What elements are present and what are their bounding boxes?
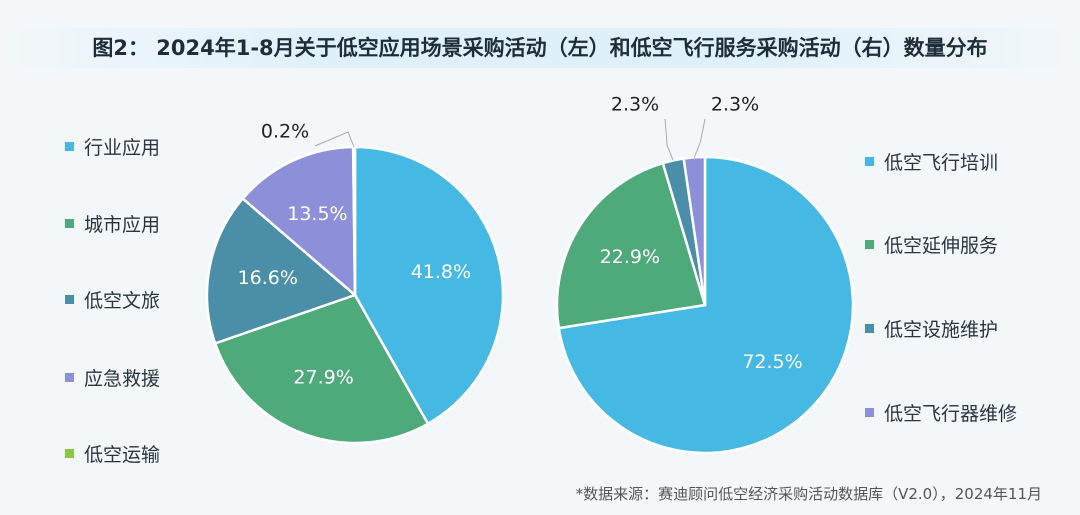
legend-swatch (65, 295, 74, 304)
data-label: 0.2% (261, 121, 309, 143)
legend-label: 应急救援 (84, 368, 161, 390)
pie-slice-城市应用 (213, 293, 430, 445)
legend-swatch (65, 449, 74, 458)
legend-label: 行业应用 (84, 137, 161, 159)
leader-line (664, 118, 674, 161)
legend-swatch (865, 240, 874, 249)
pie-slice-低空文旅 (205, 196, 358, 345)
data-label: 13.5% (287, 203, 347, 225)
leader-line (314, 131, 355, 148)
legend-swatch (865, 157, 874, 166)
data-label: 27.9% (293, 367, 353, 389)
legend-label: 低空延伸服务 (884, 235, 999, 257)
legend-item: 低空飞行培训 (865, 148, 998, 175)
legend-item: 应急救援 (65, 364, 160, 391)
legend-item: 低空设施维护 (865, 315, 998, 342)
legend-swatch (65, 373, 74, 382)
pie-slice-低空运输 (351, 145, 357, 296)
legend-label: 低空文旅 (84, 290, 161, 312)
data-source: *数据来源：赛迪顾问低空经济采购活动数据库（V2.0），2024年11月 (575, 485, 1042, 503)
legend-swatch (65, 219, 74, 228)
legend-label: 低空运输 (84, 444, 161, 466)
legend-swatch (865, 408, 874, 417)
legend-label: 城市应用 (84, 214, 161, 236)
legend-item: 低空运输 (65, 440, 160, 467)
legend-item: 城市应用 (65, 210, 160, 237)
legend-item: 低空延伸服务 (865, 231, 998, 258)
pie-slice-行业应用 (353, 145, 505, 426)
leader-line (693, 118, 706, 158)
legend-item: 低空文旅 (65, 286, 160, 313)
legend-label: 低空飞行培训 (884, 152, 999, 174)
legend-label: 低空设施维护 (884, 319, 999, 341)
legend-swatch (865, 324, 874, 333)
data-label: 22.9% (600, 246, 660, 268)
legend-item: 低空飞行器维修 (865, 399, 1017, 426)
pie-slice-低空飞行器维修 (682, 155, 707, 306)
data-label: 72.5% (742, 351, 802, 373)
legend-label: 低空飞行器维修 (884, 403, 1018, 425)
pie-slice-低空延伸服务 (555, 161, 707, 330)
legend-swatch (65, 142, 74, 151)
data-label: 16.6% (238, 267, 298, 289)
legend-item: 行业应用 (65, 133, 160, 160)
data-label: 41.8% (411, 261, 471, 283)
chart-title: 图2： 2024年1-8月关于低空应用场景采购活动（左）和低空飞行服务采购活动（… (0, 28, 1080, 68)
data-label: 2.3% (711, 94, 759, 116)
pie-slice-应急救援 (240, 145, 357, 298)
data-label: 2.3% (611, 94, 659, 116)
